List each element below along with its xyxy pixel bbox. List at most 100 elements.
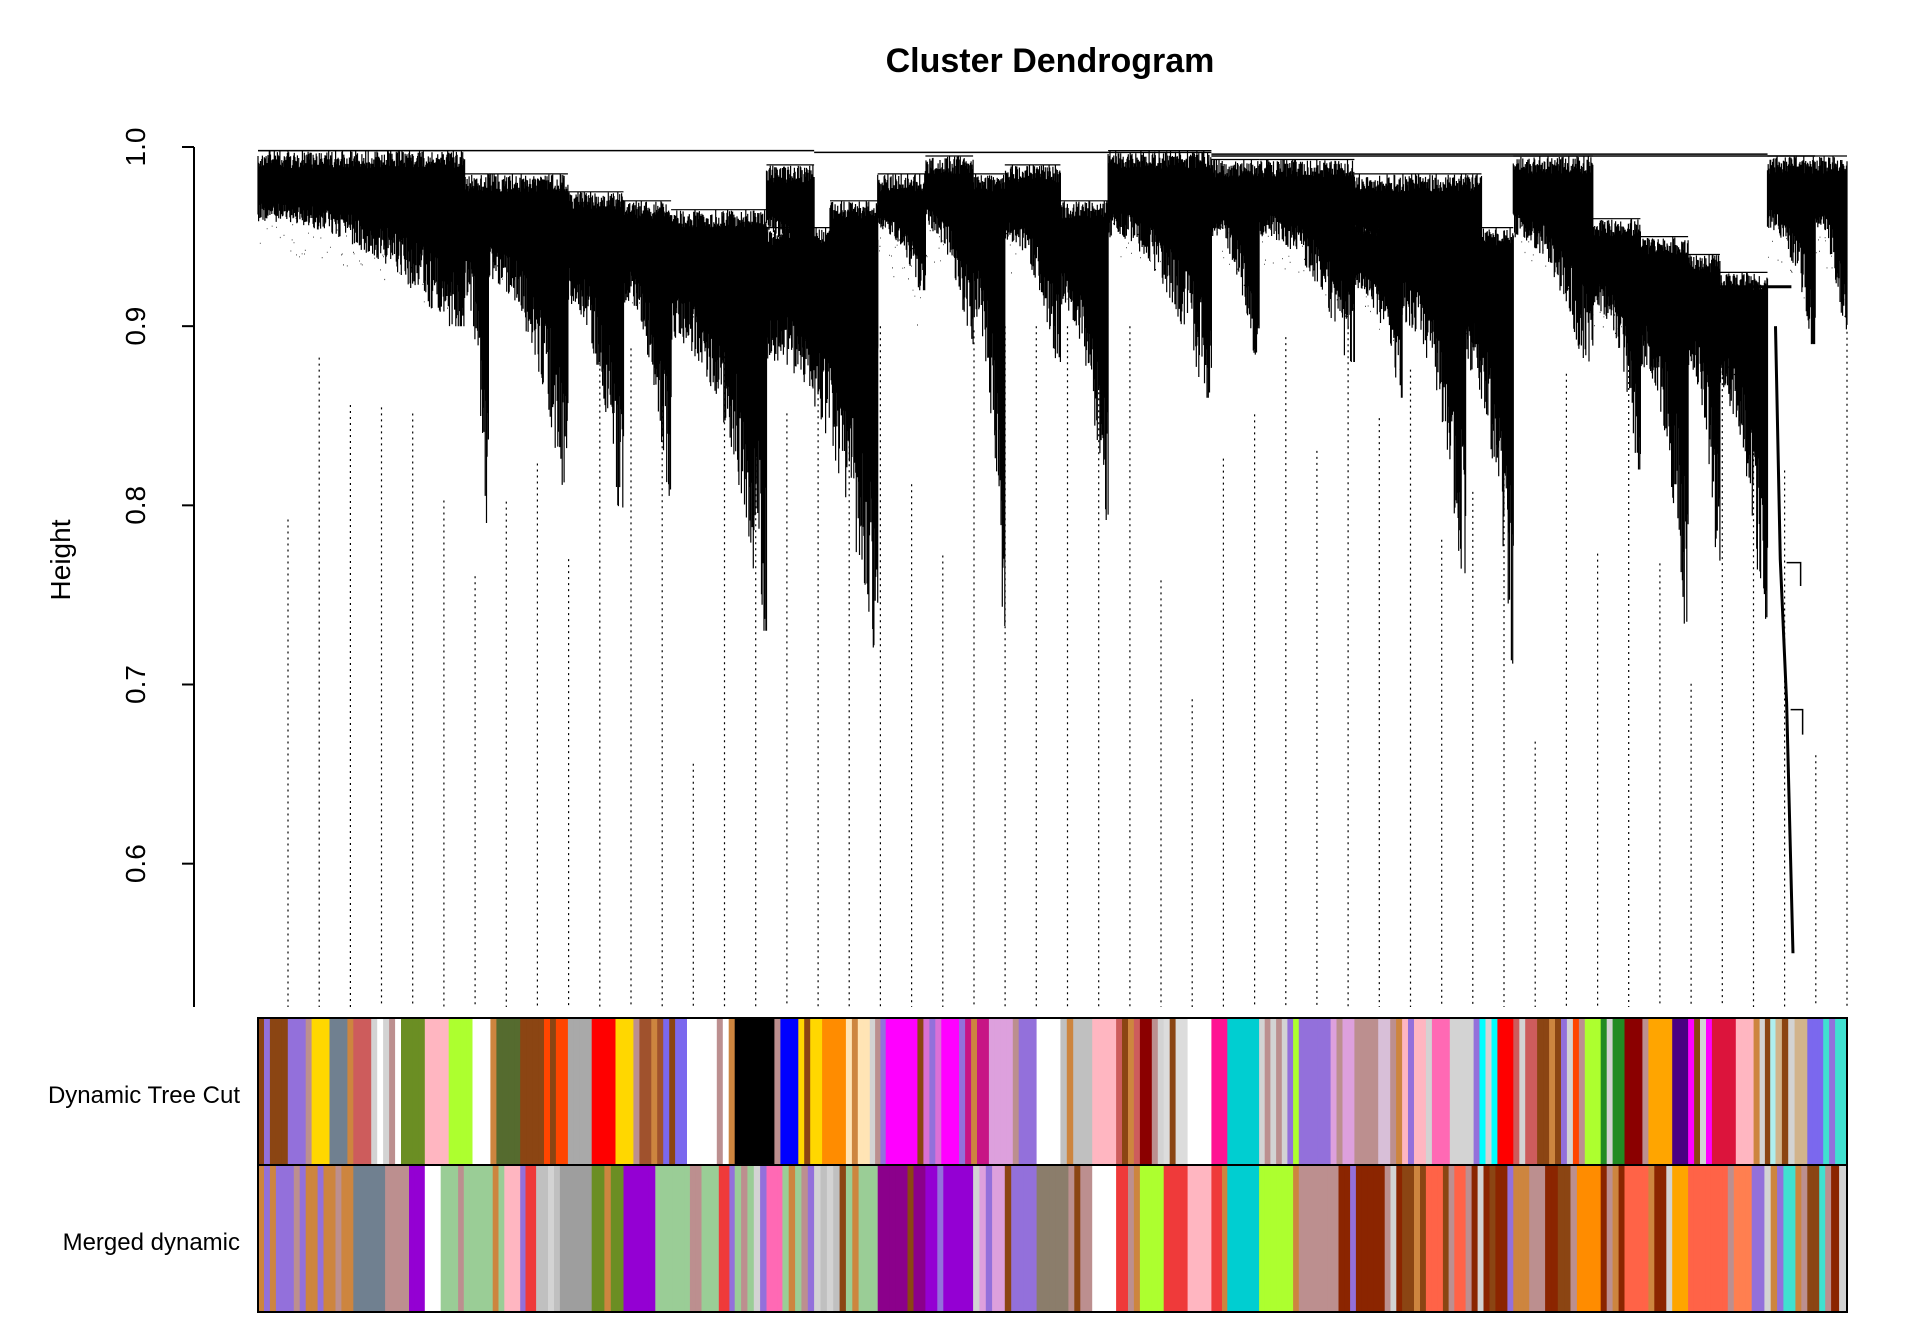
color-stripe: [542, 1165, 549, 1312]
color-stripe: [1092, 1018, 1099, 1165]
color-stripe: [1310, 1165, 1317, 1312]
color-stripe: [1205, 1165, 1212, 1312]
color-stripe: [1227, 1018, 1235, 1165]
color-stripe: [1080, 1165, 1087, 1312]
color-stripe: [1819, 1165, 1826, 1312]
color-stripe: [1366, 1018, 1373, 1165]
color-stripe: [1582, 1165, 1590, 1312]
color-stripe: [994, 1018, 1002, 1165]
dendrogram-cluster: [670, 209, 768, 631]
color-stripe: [1636, 1165, 1643, 1312]
color-stripe: [828, 1018, 835, 1165]
color-stripe: [623, 1165, 631, 1312]
color-stripe: [573, 1018, 581, 1165]
color-stripe: [1564, 1165, 1572, 1312]
color-stripe: [1739, 1165, 1747, 1312]
dendrogram-cluster: [1512, 155, 1594, 362]
color-stripe: [1157, 1165, 1165, 1312]
color-stripe: [1789, 1165, 1796, 1312]
color-stripe: [490, 1018, 497, 1165]
color-stripe: [264, 1165, 271, 1312]
color-stripe: [749, 1018, 756, 1165]
color-stripe: [672, 1165, 679, 1312]
color-stripe: [323, 1018, 330, 1165]
dendrogram-cluster: [765, 164, 815, 327]
color-stripe: [532, 1018, 539, 1165]
color-stripe: [1588, 1165, 1596, 1312]
color-stripe: [1367, 1165, 1374, 1312]
color-stripe: [1420, 1018, 1427, 1165]
color-stripe: [1525, 1018, 1532, 1165]
color-stripe: [1384, 1018, 1391, 1165]
color-stripe: [1460, 1165, 1467, 1312]
color-stripe: [1519, 1018, 1526, 1165]
color-stripe: [801, 1165, 809, 1312]
color-stripe: [1199, 1165, 1206, 1312]
color-stripe: [1666, 1165, 1673, 1312]
color-stripe: [1777, 1165, 1784, 1312]
color-stripe: [1747, 1018, 1755, 1165]
color-stripe: [442, 1018, 450, 1165]
color-stripe: [365, 1018, 372, 1165]
color-stripe: [1181, 1165, 1189, 1312]
color-stripe: [430, 1018, 438, 1165]
color-stripe: [487, 1165, 494, 1312]
color-stripe: [269, 1165, 277, 1312]
color-stripe: [1465, 1165, 1473, 1312]
color-stripe: [1813, 1165, 1820, 1312]
color-stripe: [1264, 1018, 1271, 1165]
color-stripe: [1513, 1018, 1520, 1165]
dendrogram-cluster: [829, 200, 879, 398]
color-stripe: [1055, 1165, 1063, 1312]
color-stripe: [1425, 1165, 1433, 1312]
color-stripe: [1710, 1165, 1717, 1312]
color-stripe: [1259, 1018, 1266, 1165]
dendrogram-cluster: [877, 173, 926, 326]
color-stripe: [1437, 1165, 1444, 1312]
color-stripe: [1595, 1018, 1602, 1165]
color-row-dynamic-tree-cut: [257, 1017, 1848, 1166]
y-tick-label: 0.9: [120, 307, 151, 346]
color-stripe: [559, 1165, 567, 1312]
color-stripe: [935, 1018, 942, 1165]
color-stripe: [840, 1018, 847, 1165]
color-stripe: [329, 1165, 336, 1312]
color-stripe: [1128, 1165, 1135, 1312]
leaf-guide-lines: [287, 326, 1848, 1007]
color-stripe: [275, 1018, 283, 1165]
color-stripe: [1384, 1165, 1391, 1312]
color-stripe: [403, 1165, 410, 1312]
color-stripe: [1672, 1165, 1678, 1312]
color-stripe: [1618, 1018, 1626, 1165]
color-stripe: [385, 1165, 392, 1312]
color-stripe: [1104, 1018, 1111, 1165]
dendrogram-cluster: [1687, 253, 1721, 561]
color-stripe: [1360, 1018, 1367, 1165]
color-stripe: [1036, 1018, 1044, 1165]
color-stripe: [1693, 1165, 1700, 1312]
color-stripe: [1060, 1018, 1068, 1165]
color-stripe: [1570, 1165, 1578, 1312]
color-stripe: [1163, 1018, 1171, 1165]
color-stripe: [1354, 1018, 1361, 1165]
color-stripe: [1513, 1165, 1520, 1312]
color-stripe: [407, 1018, 414, 1165]
color-stripe: [1293, 1018, 1300, 1165]
color-stripe: [412, 1018, 420, 1165]
color-stripe: [1758, 1165, 1765, 1312]
color-stripe: [472, 1018, 479, 1165]
color-stripe: [1576, 1165, 1584, 1312]
color-stripe: [591, 1018, 599, 1165]
color-stripe: [698, 1018, 706, 1165]
color-row-label-dynamic-tree-cut: Dynamic Tree Cut: [48, 1082, 240, 1109]
color-stripe: [469, 1165, 476, 1312]
color-stripe: [822, 1018, 829, 1165]
color-stripe: [1497, 1018, 1504, 1165]
color-stripe: [498, 1165, 505, 1312]
color-stripe: [716, 1018, 724, 1165]
color-stripe: [567, 1018, 575, 1165]
color-stripe: [1344, 1165, 1351, 1312]
color-stripe: [1507, 1165, 1514, 1312]
color-stripe: [1350, 1165, 1357, 1312]
